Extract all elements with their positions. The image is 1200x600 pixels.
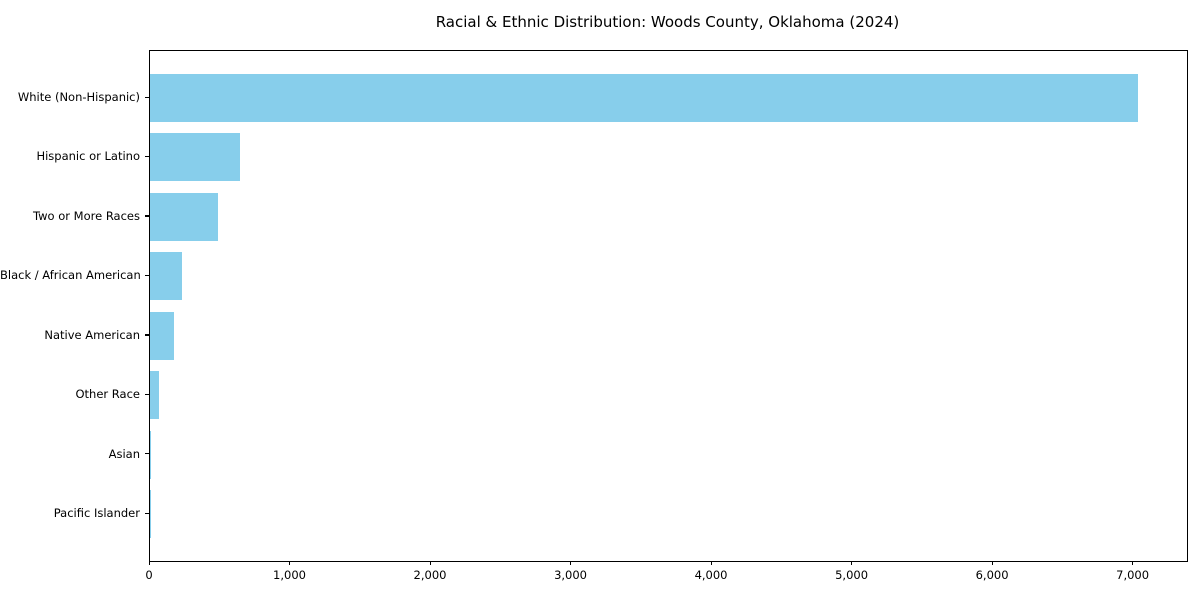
y-axis-label: Asian [108,446,140,461]
bar [150,192,219,241]
y-tick-mark [145,453,149,455]
y-axis-label: Pacific Islander [53,506,140,520]
x-axis-tick-label: 2,000 [413,568,447,582]
y-tick-mark [145,155,149,158]
x-axis-tick-label: 1,000 [273,568,306,582]
x-tick-mark [1132,561,1134,566]
y-axis-label: Native American [44,327,140,342]
bar [150,430,152,479]
plot-area [149,50,1188,562]
y-tick-mark [145,215,149,217]
x-axis-tick-label: 7,000 [1116,568,1150,582]
x-axis-tick-label: 3,000 [554,568,587,582]
y-axis-label: White (Non-Hispanic) [17,90,140,104]
x-tick-mark [429,561,431,566]
x-tick-mark [991,561,993,566]
x-tick-mark [570,561,572,566]
y-axis-label: Black / African American [0,268,141,283]
x-tick-mark [289,561,291,566]
bar [150,133,240,182]
bar [150,252,183,301]
y-axis-label: Other Race [75,387,141,402]
x-axis-tick-label: 5,000 [835,568,869,582]
bar [150,311,174,360]
x-axis-tick-label: 0 [145,568,153,582]
x-tick-mark [148,561,150,566]
y-axis-label: Two or More Races [33,208,140,223]
bar [150,371,160,420]
x-axis-tick-label: 4,000 [694,568,728,582]
bar [150,74,1138,122]
y-axis-label: Hispanic or Latino [36,149,140,164]
x-tick-mark [851,561,853,566]
chart-title: Racial & Ethnic Distribution: Woods Coun… [435,13,900,31]
x-tick-mark [710,561,712,566]
y-tick-mark [145,512,149,514]
x-axis-tick-label: 6,000 [975,568,1009,582]
y-tick-mark [145,96,149,98]
y-tick-mark [145,274,149,277]
y-tick-mark [145,393,149,395]
y-tick-mark [145,334,149,336]
